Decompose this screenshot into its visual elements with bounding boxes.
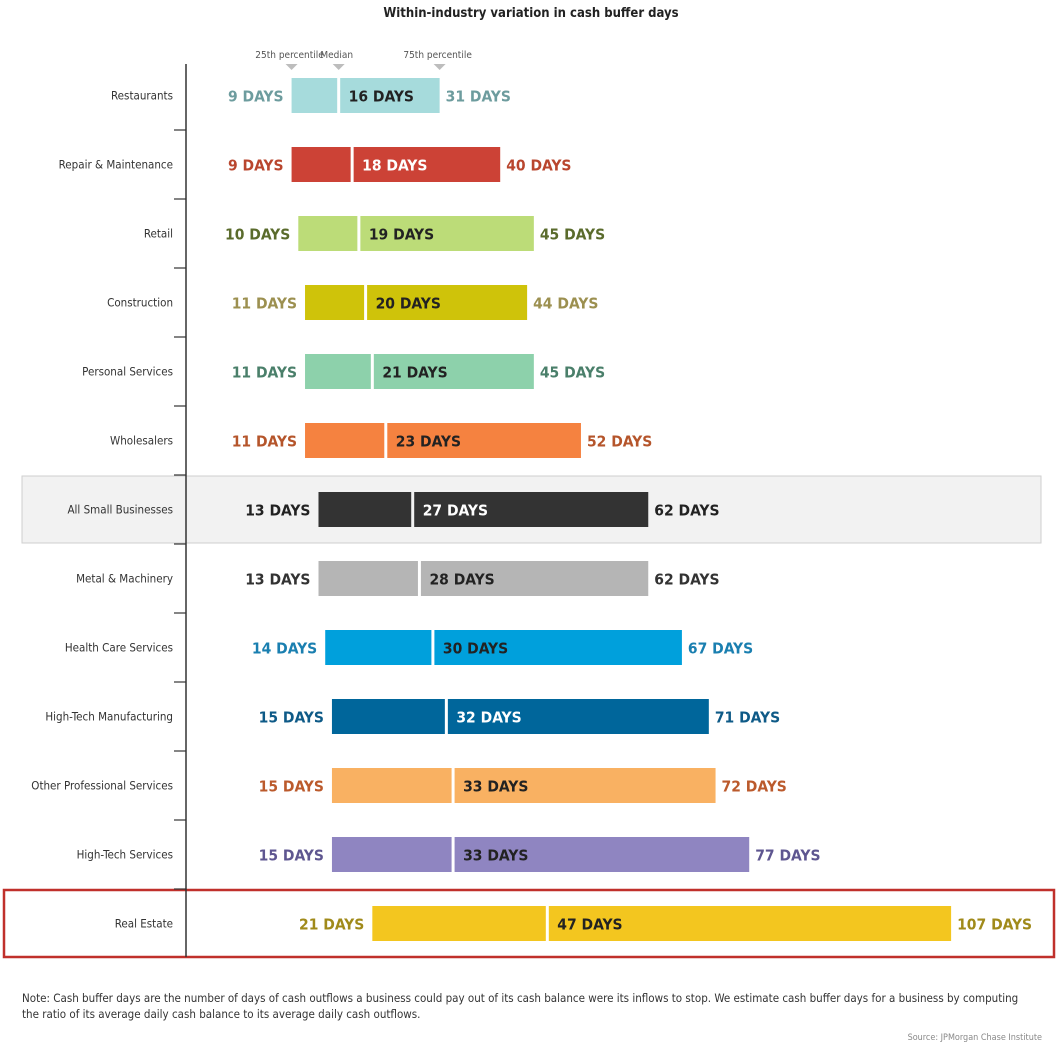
p75-value-label: 40 DAYS	[506, 157, 571, 175]
p25-value-label: 13 DAYS	[245, 571, 310, 589]
median-value-label: 28 DAYS	[429, 571, 494, 589]
p75-value-label: 107 DAYS	[957, 916, 1032, 934]
category-label: Wholesalers	[110, 434, 173, 448]
bar-segment-lower	[372, 906, 546, 941]
header-median-marker	[332, 64, 345, 70]
bar-segment-upper	[387, 423, 581, 458]
p75-value-label: 45 DAYS	[540, 364, 605, 382]
bar-segment-upper	[373, 354, 534, 389]
median-value-label: 32 DAYS	[456, 709, 521, 727]
category-label: Retail	[144, 227, 173, 241]
bar-segment-lower	[291, 78, 338, 113]
bar-segment-lower	[305, 423, 385, 458]
category-label: Metal & Machinery	[76, 572, 173, 586]
bar-segment-upper	[367, 285, 528, 320]
bar-segment-lower	[331, 699, 445, 734]
bar-segment-lower	[298, 216, 358, 251]
bar-segment-lower	[305, 285, 365, 320]
category-label: Construction	[107, 296, 173, 310]
chart-title: Within-industry variation in cash buffer…	[383, 6, 679, 21]
p75-value-label: 44 DAYS	[533, 295, 598, 313]
header-p25-label: 25th percentile	[255, 50, 324, 61]
p75-value-label: 62 DAYS	[654, 502, 719, 520]
category-label: Restaurants	[111, 89, 173, 103]
header-p75-marker	[433, 64, 446, 70]
median-value-label: 20 DAYS	[376, 295, 441, 313]
bar-segment-upper	[360, 216, 534, 251]
bar-segment-upper	[454, 837, 750, 872]
median-value-label: 33 DAYS	[463, 847, 528, 865]
median-value-label: 21 DAYS	[382, 364, 447, 382]
median-value-label: 19 DAYS	[369, 226, 434, 244]
header-p25-marker	[285, 64, 298, 70]
highlight-box	[2, 888, 1056, 959]
p25-value-label: 15 DAYS	[259, 847, 324, 865]
median-value-label: 23 DAYS	[396, 433, 461, 451]
bar-segment-upper	[420, 561, 649, 596]
bar-segment-lower	[318, 492, 412, 527]
p25-value-label: 15 DAYS	[259, 778, 324, 796]
median-value-label: 16 DAYS	[349, 88, 414, 106]
median-value-label: 27 DAYS	[423, 502, 488, 520]
bar-segment-lower	[331, 837, 452, 872]
category-label: High-Tech Services	[77, 848, 173, 862]
p75-value-label: 71 DAYS	[715, 709, 780, 727]
p25-value-label: 9 DAYS	[228, 157, 284, 175]
p25-value-label: 11 DAYS	[232, 364, 297, 382]
p25-value-label: 15 DAYS	[259, 709, 324, 727]
p25-value-label: 13 DAYS	[245, 502, 310, 520]
p25-value-label: 21 DAYS	[299, 916, 364, 934]
p25-value-label: 10 DAYS	[225, 226, 290, 244]
p75-value-label: 31 DAYS	[446, 88, 511, 106]
chart-note: Note: Cash buffer days are the number of…	[22, 991, 1019, 1021]
p75-value-label: 62 DAYS	[654, 571, 719, 589]
p25-value-label: 11 DAYS	[232, 295, 297, 313]
category-label: All Small Businesses	[67, 503, 173, 517]
bar-segment-upper	[548, 906, 952, 941]
category-label: High-Tech Manufacturing	[45, 710, 173, 724]
category-label: Personal Services	[82, 365, 173, 379]
bar-segment-upper	[340, 78, 440, 113]
median-value-label: 30 DAYS	[443, 640, 508, 658]
bar-segment-upper	[434, 630, 682, 665]
category-label: Health Care Services	[65, 641, 173, 655]
bar-segment-lower	[325, 630, 432, 665]
p25-value-label: 9 DAYS	[228, 88, 284, 106]
median-value-label: 47 DAYS	[557, 916, 622, 934]
bar-segment-lower	[291, 147, 351, 182]
header-p75-label: 75th percentile	[403, 50, 472, 61]
chart-source: Source: JPMorgan Chase Institute	[907, 1033, 1042, 1043]
bar-segment-lower	[318, 561, 418, 596]
bar-segment-upper	[353, 147, 501, 182]
median-value-label: 33 DAYS	[463, 778, 528, 796]
bar-segment-lower	[331, 768, 452, 803]
p75-value-label: 72 DAYS	[722, 778, 787, 796]
p75-value-label: 77 DAYS	[755, 847, 820, 865]
bar-segment-upper	[414, 492, 649, 527]
p25-value-label: 11 DAYS	[232, 433, 297, 451]
bar-segment-lower	[305, 354, 371, 389]
category-label: Repair & Maintenance	[59, 158, 173, 172]
p75-value-label: 67 DAYS	[688, 640, 753, 658]
bar-segment-upper	[454, 768, 716, 803]
p75-value-label: 52 DAYS	[587, 433, 652, 451]
median-value-label: 18 DAYS	[362, 157, 427, 175]
p25-value-label: 14 DAYS	[252, 640, 317, 658]
p75-value-label: 45 DAYS	[540, 226, 605, 244]
header-median-label: Median	[320, 50, 353, 61]
category-label: Real Estate	[115, 917, 173, 931]
category-label: Other Professional Services	[31, 779, 173, 793]
bar-segment-upper	[447, 699, 709, 734]
